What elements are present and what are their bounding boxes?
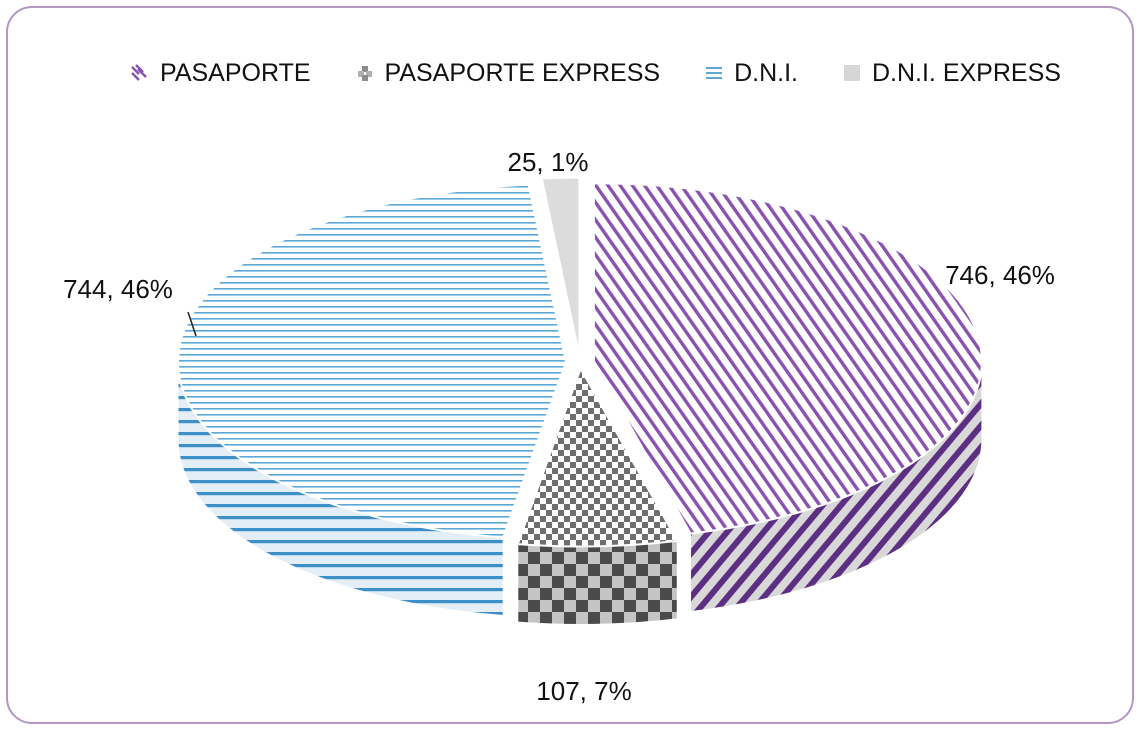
- legend-item-pasaporte: PASAPORTE: [130, 59, 311, 88]
- leader-line-dni: [187, 311, 197, 337]
- pie-tops: [177, 176, 983, 548]
- chart-legend: PASAPORTE PASAPORTE EXPRESS D.N.I. D.N.I…: [130, 55, 1061, 91]
- legend-swatch-pasaporte-express: [355, 63, 375, 83]
- legend-swatch-dni: [704, 63, 724, 83]
- legend-item-dni-express: D.N.I. EXPRESS: [842, 59, 1061, 88]
- pie-data-labels: 746, 46% 107, 7% 744, 46% 25, 1%: [63, 147, 1055, 706]
- legend-label-pasaporte-express: PASAPORTE EXPRESS: [384, 58, 661, 87]
- legend-label-dni: D.N.I.: [734, 58, 798, 87]
- legend-item-dni: D.N.I.: [704, 59, 798, 88]
- pie-sides: [177, 361, 983, 625]
- pie-slice-dni-express: [540, 176, 581, 356]
- pie-slice-pasaporte-express: [516, 366, 679, 548]
- legend-label-pasaporte: PASAPORTE: [160, 58, 311, 87]
- data-label-dni-express: 25, 1%: [508, 147, 589, 177]
- pie-slice-pasaporte: [592, 182, 983, 535]
- legend-label-dni-express: D.N.I. EXPRESS: [871, 58, 1061, 87]
- pie-slice-dni: [177, 183, 568, 539]
- legend-swatch-pasaporte: [130, 63, 150, 83]
- pie-leader-lines: [187, 311, 197, 337]
- data-label-pasaporte-express: 107, 7%: [536, 676, 631, 706]
- legend-item-pasaporte-express: PASAPORTE EXPRESS: [355, 58, 661, 88]
- data-label-dni: 744, 46%: [63, 274, 173, 304]
- pie-side-pasaporte-express: [517, 540, 678, 625]
- legend-swatch-dni-express: [842, 63, 862, 83]
- data-label-pasaporte: 746, 46%: [945, 260, 1055, 290]
